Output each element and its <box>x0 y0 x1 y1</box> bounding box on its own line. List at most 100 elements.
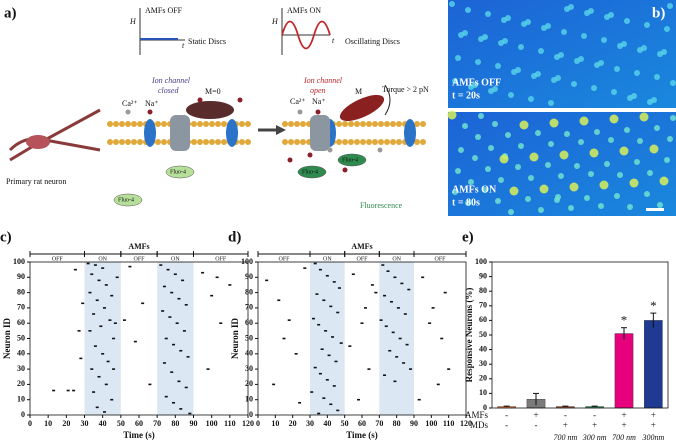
spike <box>337 287 341 289</box>
y-tick-label: 20 <box>17 379 25 388</box>
cell <box>508 209 514 215</box>
lipid <box>161 139 167 145</box>
spike <box>315 293 319 295</box>
y-tick-label: 90 <box>17 272 25 281</box>
lipid <box>366 139 372 145</box>
fluo <box>165 165 195 179</box>
spike <box>90 273 94 276</box>
lipid <box>300 139 306 145</box>
x-tick-label: 70 <box>375 419 383 428</box>
spike <box>313 366 317 369</box>
spike <box>104 383 108 386</box>
spike <box>336 311 340 314</box>
spike <box>318 268 322 271</box>
ion <box>307 152 313 158</box>
micrograph <box>448 112 676 216</box>
cell <box>495 198 501 204</box>
y-tick-label: 70 <box>245 303 253 312</box>
cell <box>574 163 580 169</box>
row-label: MDs <box>470 420 489 430</box>
spike <box>95 299 99 302</box>
cell <box>644 191 650 197</box>
y-tick-label: 0 <box>249 410 253 419</box>
spike <box>313 262 317 265</box>
plot-frame <box>257 261 467 416</box>
x-tick-label: 10 <box>271 419 279 428</box>
cell <box>659 176 669 186</box>
x-tick-label: 90 <box>190 419 198 428</box>
spike <box>215 276 219 279</box>
spike <box>428 322 432 324</box>
condition-sign: - <box>593 410 596 420</box>
cell <box>449 1 455 7</box>
cell <box>604 161 610 167</box>
time: t = 80s <box>452 197 480 208</box>
x-tick-label: 0 <box>28 419 32 428</box>
lipid <box>384 139 390 145</box>
condition-sign: + <box>592 420 597 430</box>
spike <box>431 307 435 309</box>
cell <box>519 120 529 130</box>
cell <box>670 115 676 121</box>
spike <box>332 281 336 283</box>
caption: closed <box>158 86 179 95</box>
spike <box>166 268 170 271</box>
condition-sign: + <box>621 420 626 430</box>
spike <box>66 389 70 392</box>
lipid <box>107 121 113 127</box>
lipid <box>390 139 396 145</box>
cell <box>629 178 639 188</box>
lipid <box>131 139 137 145</box>
spike <box>391 331 395 334</box>
cell <box>617 43 623 49</box>
spike <box>317 323 321 326</box>
x-tick-label: 40 <box>99 419 107 428</box>
spike <box>81 302 85 305</box>
spike <box>393 276 397 279</box>
lipid <box>215 121 221 127</box>
cell <box>498 177 504 183</box>
spike <box>86 262 90 265</box>
spike <box>168 316 172 318</box>
spike <box>383 294 387 297</box>
phase-shade <box>310 262 345 415</box>
phase-label: OFF <box>356 256 368 262</box>
y-tick-label: 70 <box>479 301 487 310</box>
cell <box>518 44 524 50</box>
spike <box>201 271 205 274</box>
cell <box>515 164 521 170</box>
ion <box>147 109 153 115</box>
spike <box>360 322 364 324</box>
fluo <box>337 153 367 167</box>
spike <box>93 264 97 266</box>
cell <box>499 154 509 164</box>
spike <box>228 284 232 286</box>
ion-channel <box>310 115 330 151</box>
lipid <box>360 121 366 127</box>
lipid <box>161 121 167 127</box>
cell <box>634 159 640 165</box>
cell <box>478 113 484 119</box>
cell <box>528 96 534 102</box>
spike <box>159 264 163 266</box>
lipid <box>342 139 348 145</box>
cell <box>548 141 554 147</box>
lipid <box>414 139 420 145</box>
cell <box>569 182 579 192</box>
spike <box>170 291 174 294</box>
spike <box>322 299 326 302</box>
condition-sign: + <box>651 410 656 420</box>
cell <box>535 130 541 136</box>
y-tick-label: 70 <box>17 303 25 312</box>
spike <box>272 383 276 386</box>
cell <box>465 200 471 206</box>
spike <box>317 412 321 415</box>
row-label: AMFs <box>465 410 489 420</box>
arrow <box>384 84 391 116</box>
cell <box>545 162 551 168</box>
spike <box>52 389 56 392</box>
x-axis-label: Time (s) <box>346 430 378 440</box>
spike <box>329 305 333 308</box>
lipid <box>354 121 360 127</box>
cell <box>574 58 580 64</box>
